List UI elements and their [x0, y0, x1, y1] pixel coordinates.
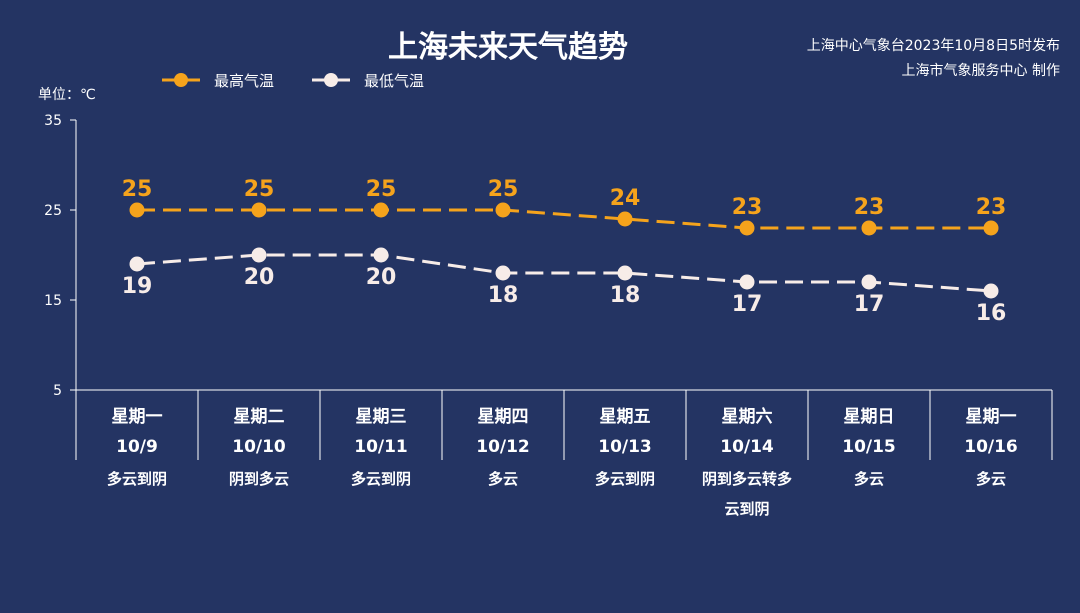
x-weekday-label: 星期一 — [112, 407, 163, 427]
data-point — [861, 220, 877, 236]
data-point — [129, 202, 145, 218]
data-label: 17 — [854, 292, 885, 317]
data-point — [617, 265, 633, 281]
legend-marker — [324, 73, 338, 87]
x-weather-label: 多云到阴 — [107, 470, 167, 488]
source-line-2: 上海市气象服务中心 制作 — [901, 63, 1060, 79]
x-weekday-label: 星期五 — [600, 407, 651, 427]
data-point — [861, 274, 877, 290]
y-axis-label: 单位：℃ — [38, 87, 96, 103]
x-date-label: 10/10 — [232, 437, 286, 457]
data-point — [373, 202, 389, 218]
series-line-1 — [136, 253, 992, 293]
x-weather-label: 阴到多云转多 — [702, 470, 792, 488]
data-label: 23 — [976, 195, 1007, 220]
data-point — [739, 220, 755, 236]
data-point — [617, 211, 633, 227]
y-tick-label: 5 — [53, 383, 62, 399]
data-label: 17 — [732, 292, 763, 317]
x-weekday-label: 星期六 — [722, 406, 773, 427]
x-date-label: 10/16 — [964, 437, 1018, 457]
x-date-label: 10/9 — [116, 437, 158, 457]
data-label: 20 — [244, 265, 275, 290]
legend-marker — [174, 73, 188, 87]
x-date-label: 10/13 — [598, 437, 652, 457]
data-label: 23 — [732, 195, 763, 220]
data-label: 25 — [488, 177, 519, 202]
data-label: 24 — [610, 186, 641, 211]
chart-title: 上海未来天气趋势 — [388, 30, 628, 65]
data-point — [251, 202, 267, 218]
x-date-label: 10/11 — [354, 437, 408, 457]
data-point — [129, 256, 145, 272]
data-label: 25 — [366, 177, 397, 202]
x-date-label: 10/12 — [476, 437, 530, 457]
legend-label: 最高气温 — [214, 72, 274, 90]
data-point — [251, 247, 267, 263]
data-point — [495, 265, 511, 281]
data-label: 23 — [854, 195, 885, 220]
data-point — [373, 247, 389, 263]
x-weekday-label: 星期二 — [234, 407, 285, 427]
x-weekday-label: 星期三 — [356, 407, 407, 427]
x-date-label: 10/15 — [842, 437, 896, 457]
data-label: 19 — [122, 274, 153, 299]
legend-label: 最低气温 — [364, 72, 424, 90]
x-weather-label: 多云到阴 — [595, 470, 655, 488]
x-weather-label: 多云 — [976, 470, 1006, 488]
series-line-0 — [137, 208, 991, 230]
y-tick-label: 15 — [44, 293, 62, 309]
data-label: 25 — [244, 177, 275, 202]
x-weather-label: 多云到阴 — [351, 470, 411, 488]
data-point — [983, 283, 999, 299]
data-label: 16 — [976, 301, 1007, 326]
data-label: 20 — [366, 265, 397, 290]
x-weather-label: 多云 — [488, 470, 518, 488]
data-label: 18 — [610, 283, 641, 308]
y-tick-label: 25 — [44, 203, 62, 219]
data-label: 18 — [488, 283, 519, 308]
x-weather-label: 云到阴 — [724, 500, 769, 518]
x-weather-label: 阴到多云 — [229, 470, 289, 488]
data-point — [739, 274, 755, 290]
x-date-label: 10/14 — [720, 437, 774, 457]
x-weekday-label: 星期四 — [478, 407, 529, 427]
source-line-1: 上海中心气象台2023年10月8日5时发布 — [806, 38, 1060, 54]
x-weekday-label: 星期一 — [966, 407, 1017, 427]
y-tick-label: 35 — [44, 113, 62, 129]
x-weekday-label: 星期日 — [844, 407, 895, 427]
data-point — [495, 202, 511, 218]
data-point — [983, 220, 999, 236]
data-label: 25 — [122, 177, 153, 202]
x-weather-label: 多云 — [854, 470, 884, 488]
